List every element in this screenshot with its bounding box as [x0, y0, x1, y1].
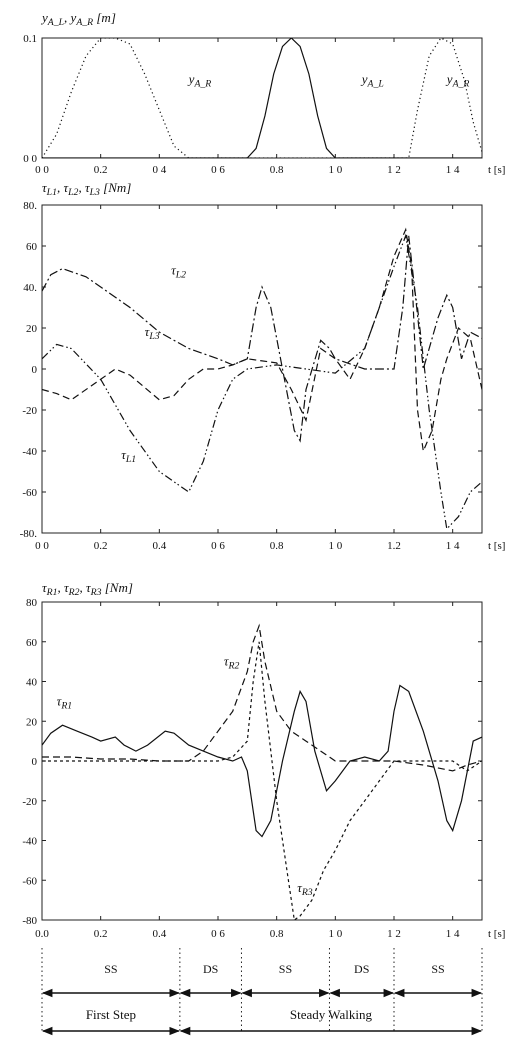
- chart-panel-2: τL1​, τL2​, τL3​ [Nm] 0 0 0.2 0.4 0 6 0.8 1 0 1…: [20, 180, 506, 552]
- x-tick-label: 0.0: [35, 928, 49, 940]
- y-tick-label: 40.: [23, 282, 37, 294]
- series-line-3: [42, 641, 482, 920]
- y-tick-label: 80: [26, 597, 38, 609]
- chart-panel-1: yA_L​, yA_R​ [m] 0 0 0.2 0 4 0 6 0.8 1 0 1 2 1 4…: [23, 10, 505, 176]
- x-tick-label: 1 4: [446, 928, 460, 940]
- y-tick-label: -40: [22, 836, 37, 848]
- y-tick-label: 0: [32, 364, 38, 376]
- chart-title: yA_L​, yA_R​ [m]: [40, 10, 116, 28]
- chart-panel-3: τR1​, τR2​, τR3​ [Nm] 0.0 0.2 0.4 0 6 0.8 1 0 1…: [22, 580, 505, 940]
- y-tick-label: 60: [26, 637, 38, 649]
- x-tick-label: 1.2: [387, 540, 401, 552]
- x-tick-label: 0 6: [211, 540, 225, 552]
- x-tick-label: 0.8: [270, 540, 284, 552]
- series-label: τL3​: [145, 324, 160, 342]
- series-label: τR2​: [224, 654, 240, 672]
- series-label: yA_R​: [445, 72, 470, 90]
- phase-label: SS: [104, 962, 117, 976]
- x-tick-label: 0.4: [152, 540, 166, 552]
- x-tick-label: 1 0: [328, 928, 342, 940]
- series-line-1: [42, 38, 482, 158]
- x-axis-label: t [s]: [488, 164, 505, 176]
- x-tick-label: 0 6: [211, 164, 225, 176]
- y-tick-label: -60: [22, 875, 37, 887]
- series-line-3: [42, 227, 482, 454]
- x-tick-label: 0.2: [94, 540, 108, 552]
- x-tick-label: 1 2: [387, 164, 401, 176]
- series-line-2: [42, 623, 482, 772]
- y-tick-label: -80: [22, 915, 37, 927]
- phase-label: SS: [279, 962, 292, 976]
- x-tick-label: 0.4: [152, 928, 166, 940]
- x-tick-label: 0.2: [94, 164, 108, 176]
- x-tick-label: 0 4: [152, 164, 166, 176]
- phase-diagram: SS DS SS DS SS First Step Steady Walking: [41, 948, 483, 1036]
- y-tick-label: 80.: [23, 200, 37, 212]
- x-tick-label: 1 4: [446, 540, 460, 552]
- y-tick-label: 20: [26, 323, 38, 335]
- phase-label: DS: [354, 962, 369, 976]
- y-tick-label: 60: [26, 241, 38, 253]
- y-tick-label: 0 0: [23, 153, 37, 165]
- series-label: τL1​: [121, 447, 136, 465]
- y-tick-label: -20: [22, 796, 37, 808]
- chart-title: τL1​, τL2​, τL3​ [Nm]: [42, 180, 131, 198]
- series-line-1: [42, 684, 482, 838]
- phase-label: SS: [431, 962, 444, 976]
- y-tick-label: -60: [22, 487, 37, 499]
- band-label: Steady Walking: [290, 1007, 373, 1022]
- y-tick-label: 20: [26, 716, 38, 728]
- series-line-2: [42, 235, 482, 443]
- series-line-2: [42, 38, 482, 158]
- y-tick-label: 40: [26, 677, 38, 689]
- x-tick-label: 1 0: [328, 164, 342, 176]
- series-label: τR1​: [57, 693, 73, 711]
- series-label: τR3​: [297, 880, 313, 898]
- x-tick-label: 0 0: [35, 164, 49, 176]
- series-label: yA_L​: [360, 72, 384, 90]
- chart-title: τR1​, τR2​, τR3​ [Nm]: [42, 580, 133, 598]
- plot-frame: [41, 37, 483, 159]
- band-label: First Step: [86, 1007, 136, 1022]
- x-tick-label: 1 0: [328, 540, 342, 552]
- y-tick-label: -80.: [20, 528, 38, 540]
- y-tick-label: -20: [22, 405, 37, 417]
- x-tick-label: 0 6: [211, 928, 225, 940]
- x-tick-label: 0 0: [35, 540, 49, 552]
- x-axis-label: t [s]: [488, 928, 505, 940]
- y-tick-label: 0: [32, 756, 38, 768]
- x-tick-label: 1 4: [446, 164, 460, 176]
- series-label: τL2​: [171, 263, 186, 281]
- y-tick-label: -40: [22, 446, 37, 458]
- phase-label: DS: [203, 962, 218, 976]
- x-axis-label: t [s]: [488, 540, 505, 552]
- x-tick-label: 0.8: [270, 164, 284, 176]
- series-label: yA_R​: [187, 72, 212, 90]
- x-tick-label: 0.8: [270, 928, 284, 940]
- x-tick-label: 1 2: [387, 928, 401, 940]
- y-tick-label: 0.1: [23, 33, 37, 45]
- x-tick-label: 0.2: [94, 928, 108, 940]
